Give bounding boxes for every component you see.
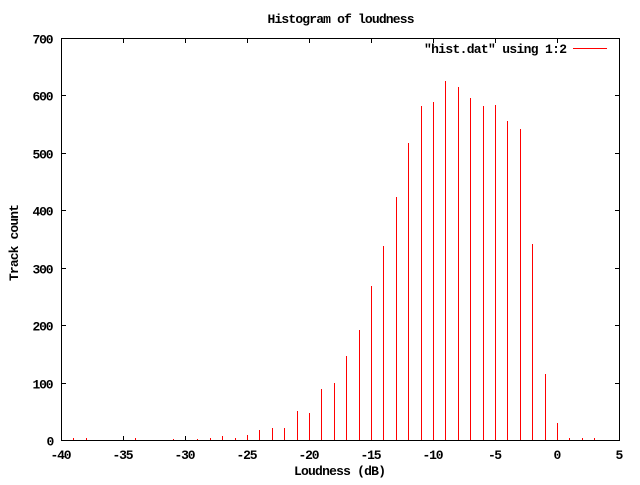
svg-text:-20: -20 xyxy=(299,448,320,463)
svg-text:0: 0 xyxy=(554,448,562,463)
svg-text:-35: -35 xyxy=(113,448,134,463)
svg-text:5: 5 xyxy=(616,448,624,463)
svg-text:-40: -40 xyxy=(51,448,72,463)
svg-text:-15: -15 xyxy=(361,448,382,463)
svg-text:Track count: Track count xyxy=(7,204,22,281)
svg-text:0: 0 xyxy=(47,435,55,450)
svg-text:200: 200 xyxy=(33,320,54,335)
svg-text:600: 600 xyxy=(33,90,54,105)
svg-text:300: 300 xyxy=(33,263,54,278)
svg-text:Histogram of loudness: Histogram of loudness xyxy=(268,12,415,27)
svg-text:500: 500 xyxy=(33,148,54,163)
svg-text:-10: -10 xyxy=(423,448,444,463)
svg-text:400: 400 xyxy=(33,205,54,220)
svg-text:-5: -5 xyxy=(488,448,502,463)
svg-text:-25: -25 xyxy=(237,448,258,463)
svg-text:700: 700 xyxy=(33,33,54,48)
svg-text:Loudness (dB): Loudness (dB) xyxy=(294,464,386,479)
svg-text:100: 100 xyxy=(33,378,54,393)
svg-text:-30: -30 xyxy=(175,448,196,463)
svg-text:"hist.dat" using 1:2: "hist.dat" using 1:2 xyxy=(424,42,567,57)
